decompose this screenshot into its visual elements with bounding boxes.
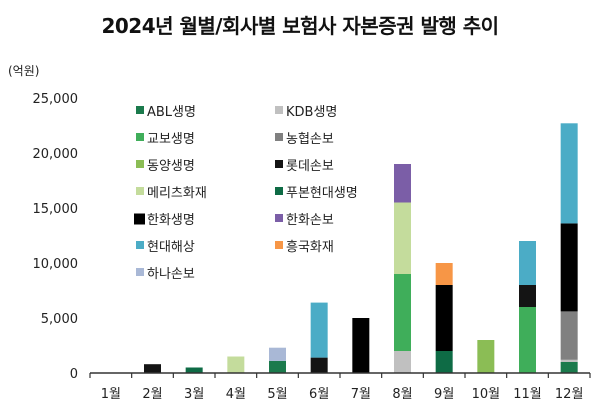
x-tick-label: 11월	[513, 387, 542, 402]
legend-label: 교보생명	[147, 132, 195, 147]
x-tick-label: 9월	[434, 387, 454, 402]
bar-segment	[560, 223, 578, 312]
x-tick-label: 7월	[351, 387, 371, 402]
legend-label: 동양생명	[147, 159, 195, 174]
legend-label: 하나손보	[147, 267, 195, 282]
bar-segment	[394, 202, 411, 274]
bar-segment	[560, 362, 578, 373]
bar-segment	[394, 274, 411, 351]
y-tick-label: 5,000	[41, 312, 78, 327]
x-tick-label: 3월	[184, 387, 204, 402]
bar-segment	[269, 347, 286, 361]
legend-label: 농협손보	[286, 132, 334, 147]
legend-swatch	[134, 213, 145, 225]
bar-segment	[519, 307, 536, 373]
legend-label: 한화생명	[147, 213, 195, 228]
legend-swatch	[275, 133, 283, 141]
x-tick-label: 5월	[267, 387, 287, 402]
bar-segment	[310, 302, 328, 358]
bar-segment	[519, 285, 536, 307]
legend-label: KDB생명	[286, 105, 337, 120]
x-tick-label: 10월	[472, 387, 501, 402]
x-tick-label: 4월	[226, 387, 246, 402]
x-tick-label: 2월	[142, 387, 162, 402]
y-tick-label: 0	[70, 367, 78, 382]
legend-swatch	[275, 160, 283, 168]
legend-swatch	[275, 106, 283, 114]
bar-segment	[352, 318, 370, 373]
bar-segment	[560, 311, 578, 360]
legend-swatch	[136, 133, 144, 141]
legend-label: 현대해상	[147, 240, 195, 255]
x-tick-label: 12월	[555, 387, 584, 402]
legend-swatch	[136, 160, 144, 168]
y-tick-label: 10,000	[33, 257, 79, 272]
legend-label: 메리츠화재	[147, 186, 207, 201]
y-axis-unit-label: (억원)	[8, 64, 40, 78]
legend-label: 롯데손보	[286, 159, 334, 174]
y-tick-label: 25,000	[33, 92, 79, 107]
legend-label: 흥국화재	[286, 240, 334, 255]
legend-swatch	[275, 241, 283, 249]
legend-label: 한화손보	[286, 213, 334, 228]
legend-swatch	[136, 187, 144, 195]
bar-segment	[144, 364, 161, 373]
bar-segment	[394, 351, 411, 373]
legend-swatch	[136, 106, 144, 114]
legend-swatch	[136, 241, 144, 249]
legend-swatch	[275, 214, 283, 222]
legend-label: 푸본현대생명	[286, 186, 358, 201]
legend-swatch	[136, 268, 144, 276]
bar-segment	[477, 340, 495, 373]
bar-segment	[269, 360, 286, 373]
legend-swatch	[275, 187, 283, 195]
x-tick-label: 6월	[309, 387, 329, 402]
bar-segment	[560, 123, 578, 224]
bar-segment	[394, 164, 411, 203]
legend-label: ABL생명	[147, 105, 196, 120]
bar-segment	[185, 367, 203, 373]
bar-segment	[435, 263, 453, 285]
chart-title: 2024년 월별/회사별 보험사 자본증권 발행 추이	[101, 14, 499, 38]
bar-segment	[519, 241, 536, 285]
y-tick-label: 20,000	[33, 147, 79, 162]
bar-segment	[435, 285, 453, 351]
x-tick-label: 1월	[101, 387, 121, 402]
bar-segment	[227, 356, 245, 373]
x-tick-label: 8월	[392, 387, 412, 402]
bar-segment	[435, 351, 453, 373]
bar-segment	[310, 357, 328, 373]
bar-segment	[560, 359, 578, 362]
y-tick-label: 15,000	[33, 202, 79, 217]
